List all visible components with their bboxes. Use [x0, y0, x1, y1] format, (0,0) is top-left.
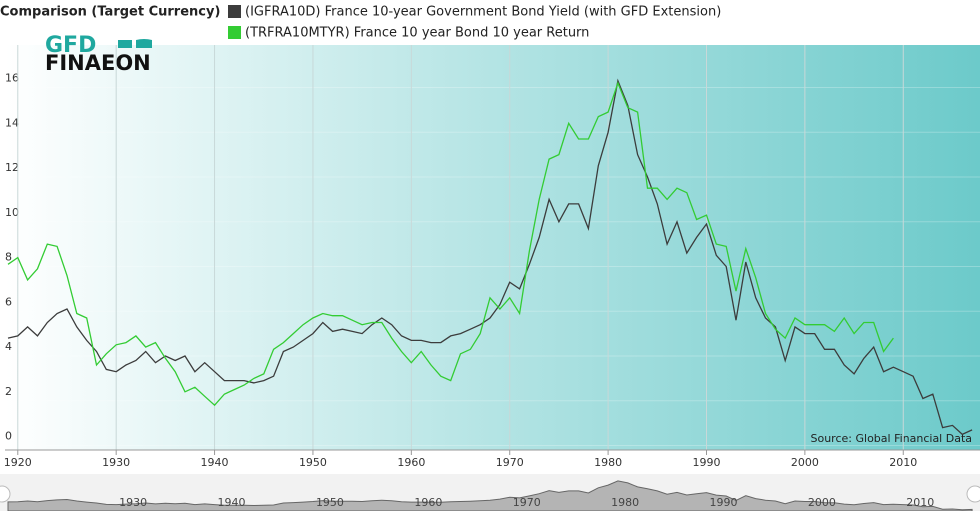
series-line: [7, 78, 973, 436]
plot-background: [5, 45, 980, 450]
y-tick-label: 4: [5, 340, 12, 353]
x-tick-label: 1980: [594, 456, 622, 469]
y-tick-label: 0: [5, 430, 12, 443]
x-tick-label: 2000: [791, 456, 819, 469]
y-tick-label: 8: [5, 251, 12, 264]
x-tick-label: 1940: [201, 456, 229, 469]
x-tick-label: 1990: [692, 456, 720, 469]
navigator-handle[interactable]: [0, 485, 11, 503]
y-tick-label: 14: [5, 116, 19, 129]
legend-label: (IGFRA10D) France 10-year Government Bon…: [245, 5, 721, 20]
navigator-tick-label: 1950: [316, 496, 344, 509]
y-tick-label: 6: [5, 295, 12, 308]
y-tick-label: 12: [5, 161, 19, 174]
navigator-tick-label: 1940: [218, 496, 246, 509]
x-tick-label: 2010: [889, 456, 917, 469]
navigator-tick-label: 2000: [808, 496, 836, 509]
y-tick-label: 2: [5, 385, 12, 398]
x-tick-label: 1920: [4, 456, 32, 469]
series-line: [7, 81, 894, 407]
x-tick-label: 1950: [299, 456, 327, 469]
navigator-area: [7, 480, 973, 511]
navigator-handle[interactable]: [966, 485, 980, 503]
logo-bottom: FINAEON: [45, 51, 151, 75]
navigator-tick-label: 1990: [709, 496, 737, 509]
source-note: Source: Global Financial Data: [811, 432, 973, 445]
y-tick-label: 10: [5, 206, 19, 219]
navigator-tick-label: 1930: [119, 496, 147, 509]
y-tick-label: 16: [5, 72, 19, 85]
legend-swatch: [228, 5, 241, 18]
chart-title: Comparison (Target Currency): [0, 5, 220, 20]
legend-swatch: [228, 26, 241, 39]
x-tick-label: 1960: [397, 456, 425, 469]
logo-top: GFD: [45, 33, 96, 58]
x-tick-label: 1930: [102, 456, 130, 469]
legend-label: (TRFRA10MTYR) France 10 year Bond 10 yea…: [245, 26, 589, 41]
x-tick-label: 1970: [496, 456, 524, 469]
navigator-tick-label: 2010: [906, 496, 934, 509]
navigator-tick-label: 1980: [611, 496, 639, 509]
logo-icon: [118, 39, 152, 48]
navigator-tick-label: 1960: [414, 496, 442, 509]
navigator-tick-label: 1970: [513, 496, 541, 509]
